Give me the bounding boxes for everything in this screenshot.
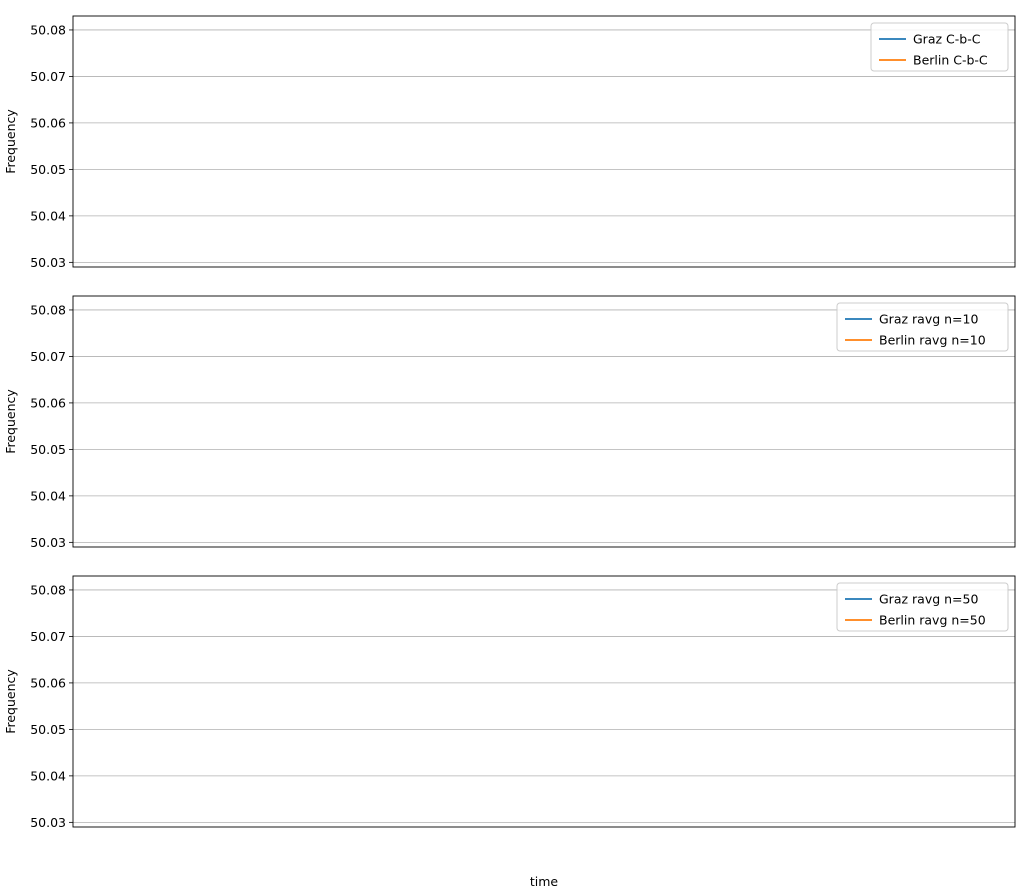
y-tick-label: 50.04 xyxy=(30,768,66,783)
legend-box xyxy=(836,302,1009,352)
y-tick-label: 50.04 xyxy=(30,488,66,503)
y-tick-label: 50.03 xyxy=(30,255,66,270)
y-tick-label: 50.05 xyxy=(30,162,66,177)
legend-box xyxy=(870,22,1009,72)
y-tick-label: 50.08 xyxy=(30,302,66,317)
legend-label: Berlin ravg n=10 xyxy=(879,333,986,348)
y-axis-label: Frequency xyxy=(3,389,18,454)
axes-frame xyxy=(72,575,1016,828)
legend-label: Berlin ravg n=50 xyxy=(879,613,986,628)
chart-panel-1: 50.03 50.04 50.05 50.06 50.07 50.08 Frequency G… xyxy=(3,15,1016,270)
chart-panel-2: 50.03 50.04 50.05 50.06 50.07 50.08 Frequency G… xyxy=(3,295,1016,550)
legend-label: Graz C-b-C xyxy=(913,32,981,47)
legend-label: Graz ravg n=10 xyxy=(879,312,978,327)
legend: Graz ravg n=10 Berlin ravg n=10 xyxy=(836,302,1009,352)
y-tick-label: 50.07 xyxy=(30,629,66,644)
axes-frame xyxy=(72,15,1016,268)
legend-box xyxy=(836,582,1009,632)
y-axis-label: Frequency xyxy=(3,669,18,734)
y-tick-label: 50.05 xyxy=(30,722,66,737)
y-tick-label: 50.06 xyxy=(30,675,66,690)
y-tick-label: 50.05 xyxy=(30,442,66,457)
axes-frame xyxy=(72,295,1016,548)
legend-label: Graz ravg n=50 xyxy=(879,592,978,607)
y-tick-label: 50.06 xyxy=(30,395,66,410)
x-axis-label: time xyxy=(530,874,559,888)
y-tick-label: 50.08 xyxy=(30,22,66,37)
legend: Graz C-b-C Berlin C-b-C xyxy=(870,22,1009,72)
legend-label: Berlin C-b-C xyxy=(913,53,988,68)
y-tick-label: 50.04 xyxy=(30,208,66,223)
y-tick-label: 50.06 xyxy=(30,115,66,130)
y-axis-label: Frequency xyxy=(3,109,18,174)
y-tick-label: 50.03 xyxy=(30,535,66,550)
chart-panel-3: 50.0350.0450.0550.0650.0750.0817:02:0017… xyxy=(3,575,1016,830)
y-tick-label: 50.07 xyxy=(30,349,66,364)
y-tick-label: 50.03 xyxy=(30,815,66,830)
y-tick-label: 50.08 xyxy=(30,582,66,597)
y-tick-label: 50.07 xyxy=(30,69,66,84)
legend: Graz ravg n=50 Berlin ravg n=50 xyxy=(836,582,1009,632)
